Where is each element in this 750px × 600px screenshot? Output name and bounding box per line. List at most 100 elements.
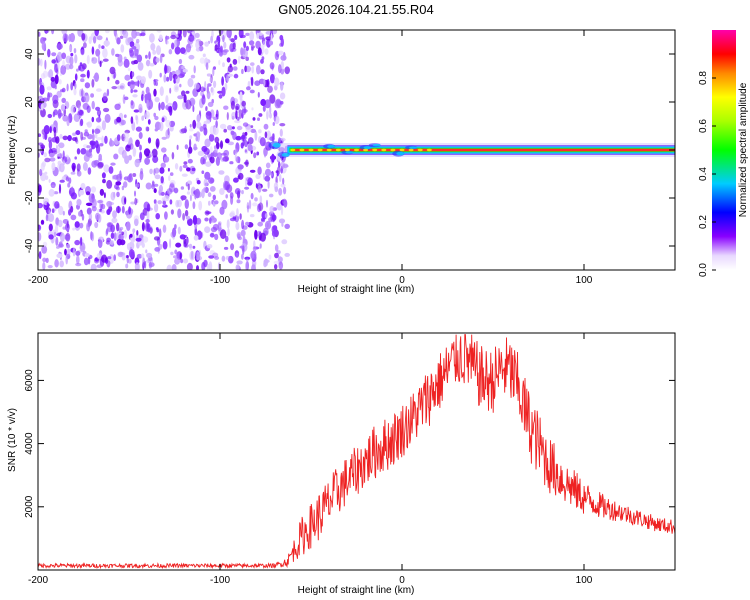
noise-speck bbox=[74, 54, 78, 64]
noise-speck bbox=[116, 222, 120, 232]
noise-speck bbox=[182, 164, 188, 169]
noise-speck bbox=[155, 213, 160, 220]
noise-speck bbox=[51, 30, 55, 35]
noise-speck bbox=[53, 191, 59, 195]
noise-speck bbox=[66, 243, 70, 249]
noise-speck bbox=[92, 128, 94, 135]
signal-hotspot bbox=[399, 148, 405, 152]
noise-speck bbox=[190, 74, 196, 79]
noise-speck bbox=[100, 203, 106, 210]
noise-speck bbox=[101, 45, 105, 49]
colorbar-gradient bbox=[712, 30, 736, 270]
noise-speck bbox=[168, 183, 175, 193]
noise-speck bbox=[42, 97, 49, 102]
noise-speck bbox=[169, 87, 172, 94]
noise-speck bbox=[171, 152, 175, 160]
noise-speck bbox=[223, 105, 229, 110]
noise-speck bbox=[205, 161, 212, 167]
noise-speck bbox=[187, 30, 191, 34]
noise-speck bbox=[234, 152, 237, 162]
snr-marks bbox=[38, 334, 675, 570]
noise-speck bbox=[184, 144, 189, 150]
noise-speck bbox=[134, 47, 139, 57]
noise-speck bbox=[189, 123, 192, 128]
noise-speck bbox=[196, 251, 200, 261]
noise-speck bbox=[238, 30, 244, 39]
noise-speck bbox=[186, 167, 191, 172]
noise-speck bbox=[214, 200, 219, 205]
noise-speck bbox=[92, 133, 95, 142]
noise-speck bbox=[188, 34, 195, 42]
noise-speck bbox=[183, 243, 189, 248]
noise-speck bbox=[221, 255, 226, 262]
noise-speck bbox=[146, 252, 153, 258]
noise-speck bbox=[91, 206, 97, 212]
noise-speck bbox=[96, 35, 103, 41]
noise-speck bbox=[206, 244, 213, 249]
noise-speck bbox=[80, 182, 86, 190]
noise-speck bbox=[258, 113, 263, 117]
noise-speck bbox=[82, 102, 90, 110]
noise-speck bbox=[194, 188, 200, 199]
noise-speck bbox=[130, 100, 134, 106]
noise-speck bbox=[41, 41, 47, 51]
noise-speck bbox=[38, 57, 41, 66]
noise-speck bbox=[255, 183, 258, 189]
noise-speck bbox=[227, 228, 230, 237]
noise-speck bbox=[249, 31, 255, 41]
noise-speck bbox=[165, 119, 171, 128]
noise-speck bbox=[238, 172, 244, 180]
noise-speck bbox=[164, 64, 168, 75]
signal-blob-core bbox=[281, 153, 290, 157]
noise-speck bbox=[76, 148, 81, 155]
noise-speck bbox=[126, 221, 131, 231]
signal-hotspot bbox=[335, 148, 341, 152]
noise-speck bbox=[111, 217, 118, 223]
noise-speck bbox=[236, 260, 243, 265]
noise-speck bbox=[46, 86, 52, 91]
noise-speck bbox=[250, 76, 254, 87]
noise-speck bbox=[235, 222, 240, 231]
noise-speck bbox=[226, 219, 230, 229]
noise-speck bbox=[97, 54, 100, 65]
noise-speck bbox=[111, 86, 118, 90]
noise-speck bbox=[249, 169, 256, 173]
noise-speck bbox=[44, 30, 50, 34]
noise-speck bbox=[214, 233, 219, 241]
noise-speck bbox=[250, 128, 256, 133]
noise-speck bbox=[123, 96, 129, 101]
noise-speck bbox=[116, 134, 121, 142]
noise-speck bbox=[64, 248, 67, 256]
noise-speck bbox=[95, 106, 101, 111]
noise-speck bbox=[119, 35, 124, 39]
y-tick-label: -20 bbox=[24, 190, 35, 205]
noise-speck bbox=[123, 137, 130, 143]
y-tick-label: 40 bbox=[24, 48, 35, 60]
noise-speck bbox=[119, 85, 124, 89]
noise-speck bbox=[165, 40, 169, 45]
signal-hotspot bbox=[344, 148, 350, 152]
noise-speck bbox=[240, 134, 247, 142]
noise-speck bbox=[180, 47, 186, 54]
noise-speck bbox=[106, 237, 111, 243]
noise-speck bbox=[78, 211, 82, 217]
noise-speck bbox=[83, 131, 90, 137]
noise-speck bbox=[90, 231, 93, 241]
noise-speck bbox=[189, 128, 194, 132]
signal-blob-core bbox=[372, 144, 381, 147]
noise-speck bbox=[274, 252, 279, 259]
noise-speck bbox=[240, 229, 246, 237]
noise-speck bbox=[54, 201, 60, 209]
noise-speck bbox=[88, 213, 93, 221]
noise-speck bbox=[252, 117, 256, 121]
noise-speck bbox=[162, 240, 168, 250]
noise-speck bbox=[263, 123, 269, 130]
noise-speck bbox=[38, 184, 42, 193]
noise-speck bbox=[136, 230, 139, 236]
noise-speck bbox=[245, 261, 249, 270]
noise-speck bbox=[66, 221, 69, 229]
noise-speck bbox=[213, 80, 217, 89]
noise-speck bbox=[237, 233, 241, 239]
noise-speck bbox=[69, 190, 72, 195]
noise-speck bbox=[171, 42, 175, 50]
